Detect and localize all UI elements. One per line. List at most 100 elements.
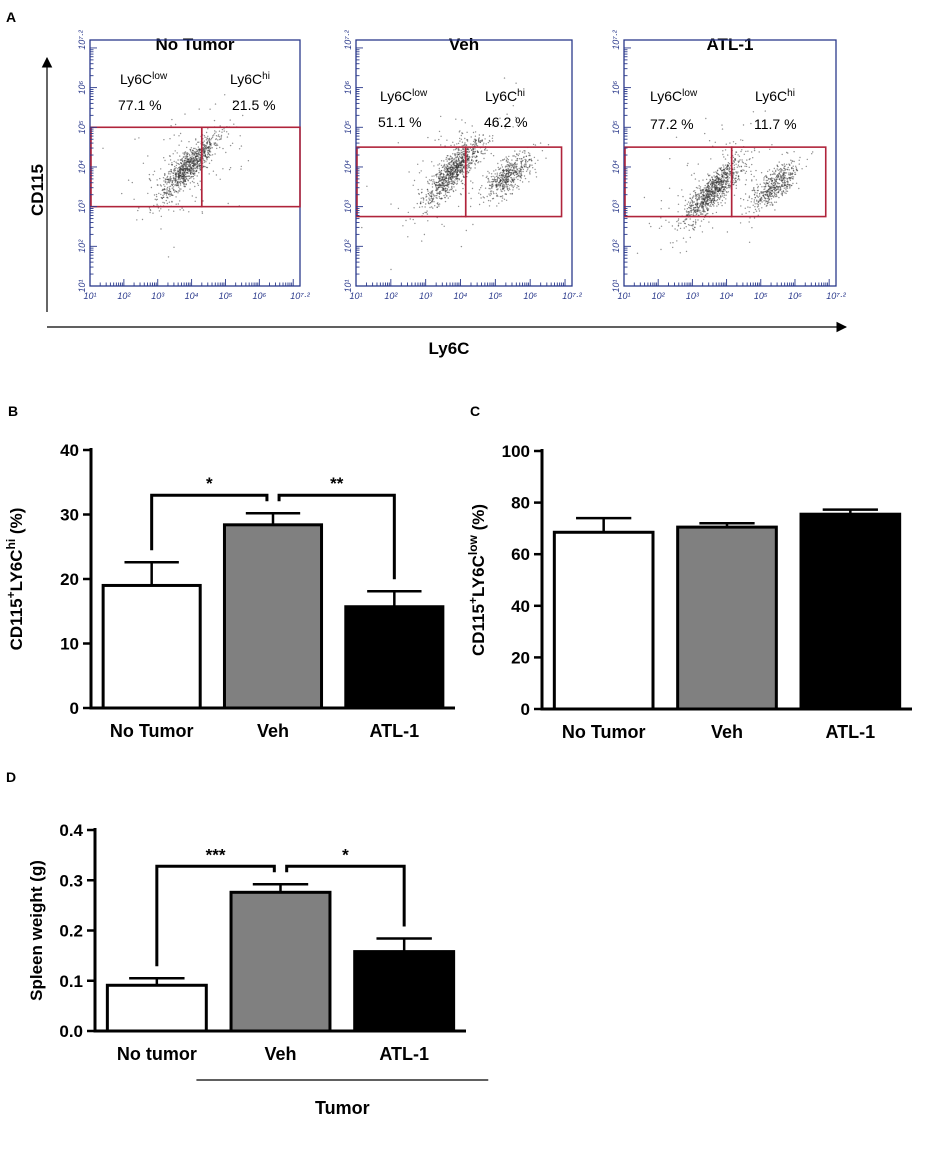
event-dot: [775, 180, 777, 182]
event-dot: [440, 160, 443, 162]
event-dot: [204, 136, 206, 138]
event-dot: [207, 128, 209, 130]
event-dot: [756, 206, 759, 208]
event-dot: [745, 163, 748, 166]
event-dot: [195, 196, 197, 199]
event-dot: [163, 184, 165, 186]
event-dot: [724, 180, 726, 182]
event-dot: [752, 111, 755, 113]
event-dot: [169, 177, 171, 179]
event-dot: [754, 190, 756, 192]
event-dot: [689, 197, 691, 200]
event-dot: [770, 195, 772, 198]
event-dot: [528, 154, 530, 157]
gate-hi-label: Ly6Chi: [485, 88, 525, 104]
event-dot: [405, 219, 407, 222]
event-dot: [138, 137, 140, 139]
event-dot: [501, 166, 504, 168]
event-dot: [142, 162, 145, 164]
event-dot: [208, 156, 210, 158]
event-dot: [765, 181, 768, 184]
event-dot: [194, 155, 197, 157]
event-dot: [754, 208, 757, 211]
event-dot: [227, 133, 230, 135]
event-dot: [179, 209, 181, 211]
event-dot: [197, 164, 199, 166]
event-dot: [448, 189, 451, 191]
event-dot: [510, 174, 512, 176]
event-dot: [471, 125, 473, 127]
event-dot: [523, 156, 525, 158]
event-dot: [440, 164, 443, 167]
event-dot: [195, 150, 197, 153]
event-dot: [477, 162, 479, 164]
event-dot: [720, 195, 722, 197]
event-dot: [463, 155, 465, 157]
event-dot: [505, 185, 507, 188]
event-dot: [451, 159, 454, 162]
event-dot: [187, 168, 189, 170]
event-dot: [699, 211, 701, 213]
event-dot: [432, 193, 434, 195]
event-dot: [466, 158, 469, 160]
event-dot: [208, 145, 211, 147]
event-dot: [198, 153, 200, 156]
event-dot: [460, 167, 462, 169]
event-dot: [431, 199, 433, 201]
event-dot: [677, 224, 680, 226]
event-dot: [462, 152, 465, 155]
event-dot: [470, 168, 472, 170]
event-dot: [711, 180, 713, 183]
event-dot: [179, 174, 181, 177]
event-dot: [751, 227, 753, 229]
event-dot: [752, 204, 754, 206]
event-dot: [454, 154, 456, 156]
event-dot: [683, 220, 685, 223]
event-dot: [424, 206, 426, 208]
event-dot: [177, 192, 179, 194]
event-dot: [508, 176, 510, 178]
event-dot: [512, 105, 514, 107]
event-dot: [697, 187, 699, 189]
event-dot: [158, 192, 160, 195]
event-dot: [496, 172, 498, 174]
event-dot: [199, 156, 201, 158]
event-dot: [697, 163, 699, 165]
event-dot: [507, 174, 509, 176]
event-dot: [425, 203, 427, 205]
event-dot: [722, 153, 724, 156]
event-dot: [696, 205, 699, 207]
event-dot: [734, 159, 737, 161]
event-dot: [505, 174, 507, 176]
event-dot: [498, 177, 501, 180]
event-dot: [443, 175, 445, 177]
event-dot: [789, 179, 792, 182]
event-dot: [704, 204, 706, 206]
event-dot: [794, 171, 796, 174]
event-dot: [789, 186, 791, 188]
event-dot: [503, 190, 506, 192]
gate-hi-label: Ly6Chi: [755, 88, 795, 104]
event-dot: [474, 140, 476, 143]
event-dot: [798, 159, 800, 161]
event-dot: [514, 183, 516, 186]
event-dot: [778, 172, 780, 174]
event-dot: [197, 155, 199, 157]
event-dot: [668, 187, 671, 189]
event-dot: [765, 174, 767, 177]
event-dot: [162, 201, 164, 204]
event-dot: [160, 193, 162, 196]
event-dot: [705, 213, 708, 215]
event-dot: [509, 193, 512, 195]
event-dot: [166, 191, 168, 193]
event-dot: [494, 173, 496, 175]
event-dot: [178, 144, 180, 146]
event-dot: [735, 177, 737, 179]
event-dot: [512, 165, 514, 168]
event-dot: [166, 186, 169, 189]
event-dot: [500, 160, 502, 162]
event-dot: [477, 151, 479, 153]
event-dot: [650, 225, 652, 228]
event-dot: [168, 209, 170, 211]
event-dot: [426, 213, 429, 215]
